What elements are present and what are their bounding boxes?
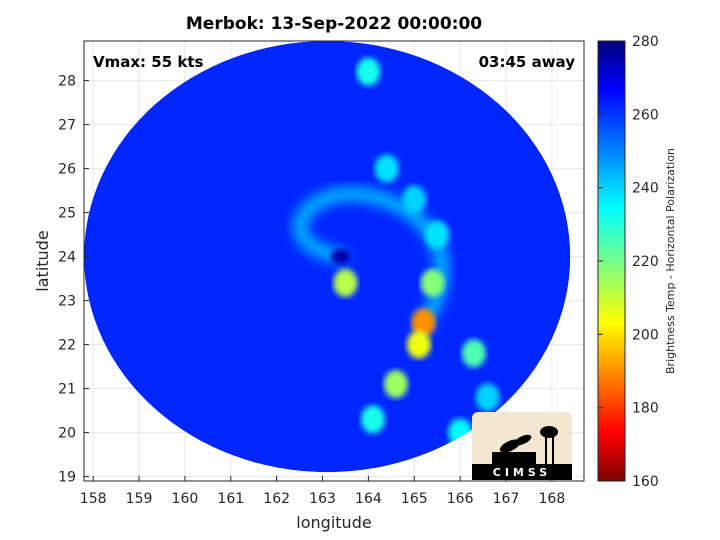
x-tick-label: 159 bbox=[126, 491, 153, 507]
y-tick-label: 26 bbox=[58, 162, 76, 178]
y-axis-label: latitude bbox=[33, 230, 52, 291]
chart-title: Merbok: 13-Sep-2022 00:00:00 bbox=[186, 14, 482, 34]
x-tick-label: 163 bbox=[309, 491, 336, 507]
y-tick-label: 24 bbox=[58, 250, 76, 266]
swath-layer bbox=[84, 41, 571, 473]
x-tick-label: 162 bbox=[263, 491, 290, 507]
y-tick-label: 23 bbox=[58, 294, 76, 310]
convection-cell bbox=[374, 154, 399, 183]
convection-cell bbox=[420, 269, 445, 297]
colorbar-tick-label: 160 bbox=[632, 474, 659, 490]
y-tick-label: 25 bbox=[58, 206, 76, 222]
plot-frame bbox=[83, 40, 585, 482]
convection-cell bbox=[402, 185, 427, 214]
x-tick-label: 167 bbox=[493, 491, 520, 507]
colorbar-tick-label: 180 bbox=[632, 401, 659, 417]
y-tick-label: 20 bbox=[58, 426, 76, 442]
y-tick-label: 27 bbox=[58, 118, 76, 134]
colorbar-tick-label: 220 bbox=[632, 254, 659, 270]
convection-cell bbox=[356, 57, 381, 86]
tower-leg bbox=[545, 436, 547, 464]
x-tick-label: 164 bbox=[355, 491, 382, 507]
convection-cell bbox=[360, 405, 385, 434]
x-axis-ticks: 158 159 160 161 162 163 164 165 166 167 168 bbox=[80, 476, 565, 507]
building-icon bbox=[492, 452, 536, 464]
time-away-annotation: 03:45 away bbox=[479, 53, 576, 71]
y-tick-label: 22 bbox=[58, 338, 76, 354]
water-tower-icon bbox=[540, 426, 558, 438]
x-tick-label: 158 bbox=[80, 491, 107, 507]
colorbar-label: Brightness Temp - Horizontal Polarizatio… bbox=[664, 148, 677, 374]
colorbar-tick-label: 260 bbox=[632, 107, 659, 123]
y-axis-ticks: 19 20 21 22 23 24 25 26 27 28 bbox=[58, 74, 89, 486]
vmax-annotation: Vmax: 55 kts bbox=[93, 53, 203, 71]
storm-eye bbox=[330, 248, 351, 265]
x-tick-label: 168 bbox=[539, 491, 566, 507]
x-axis-label: longitude bbox=[296, 513, 371, 532]
colorbar-tick-label: 240 bbox=[632, 181, 659, 197]
y-tick-label: 28 bbox=[58, 74, 76, 90]
convection-cell bbox=[383, 370, 408, 399]
convection-cell bbox=[461, 339, 486, 368]
convection-cell bbox=[425, 220, 450, 249]
features bbox=[293, 57, 500, 447]
colorbar-tick-label: 200 bbox=[632, 327, 659, 343]
logo-text: CIMSS bbox=[493, 466, 551, 479]
colorbar-ticks: 160 180 200 220 240 260 280 bbox=[598, 34, 659, 490]
x-tick-label: 160 bbox=[172, 491, 199, 507]
convection-cell bbox=[411, 308, 436, 337]
x-tick-label: 165 bbox=[401, 491, 428, 507]
convection-cell bbox=[333, 269, 358, 297]
tower-leg bbox=[552, 436, 554, 464]
x-tick-label: 166 bbox=[447, 491, 474, 507]
rainband bbox=[293, 187, 450, 330]
logo-band bbox=[472, 464, 572, 480]
colorbar-tick-label: 280 bbox=[632, 34, 659, 50]
convection-cell bbox=[475, 383, 500, 412]
y-tick-label: 21 bbox=[58, 382, 76, 398]
convection-cell bbox=[406, 330, 431, 359]
y-tick-label: 19 bbox=[58, 470, 76, 486]
satellite-dish-icon bbox=[514, 434, 532, 446]
cimss-logo: CIMSS bbox=[472, 412, 572, 480]
x-tick-label: 161 bbox=[217, 491, 244, 507]
